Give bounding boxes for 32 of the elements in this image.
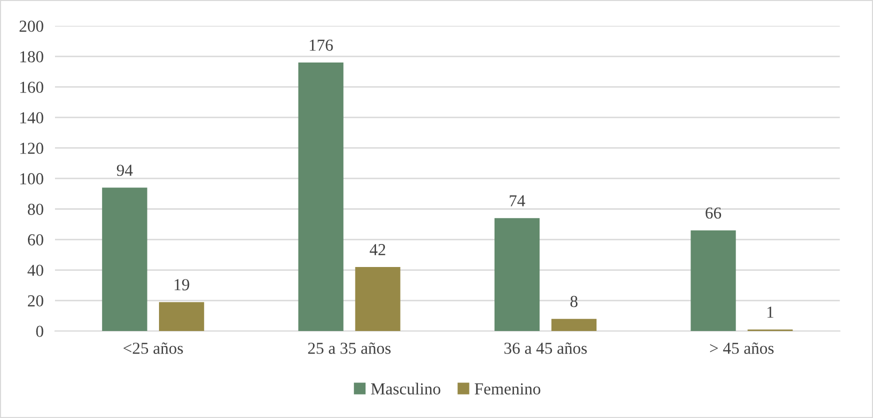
y-tick-label: 80	[28, 204, 44, 215]
data-label: 42	[370, 244, 386, 256]
data-label: 74	[510, 195, 526, 206]
y-tick-label: 60	[28, 234, 44, 246]
y-tick-label: 120	[20, 142, 44, 154]
bar	[551, 318, 597, 332]
y-tick-label: 180	[20, 51, 44, 62]
y-tick-label: 200	[20, 20, 44, 32]
x-tick-label: <25 años	[124, 342, 183, 354]
data-label: 8	[570, 296, 578, 308]
data-label: 66	[706, 207, 722, 219]
data-label: 176	[310, 40, 333, 51]
x-tick-label: 25 a 35 años	[308, 342, 391, 354]
y-tick-label: 20	[28, 295, 44, 306]
x-tick-label: > 45 años	[710, 342, 774, 354]
y-tick-label: 100	[20, 173, 44, 184]
bar	[102, 188, 148, 332]
bar	[158, 302, 204, 332]
legend-label: Masculino	[371, 382, 440, 395]
data-label: 19	[174, 279, 190, 290]
legend-label: Femenino	[474, 383, 540, 395]
data-label: 1	[767, 306, 774, 318]
y-tick-label: 160	[20, 82, 44, 93]
bar	[494, 218, 540, 332]
bar	[298, 62, 344, 332]
data-label: 94	[116, 164, 133, 176]
bar	[690, 230, 736, 332]
x-tick-label: 36 a 45 años	[504, 342, 587, 354]
y-tick-label: 40	[28, 264, 44, 276]
y-tick-label: 140	[20, 112, 44, 124]
y-tick-label: 0	[36, 326, 44, 338]
bar	[355, 266, 400, 332]
